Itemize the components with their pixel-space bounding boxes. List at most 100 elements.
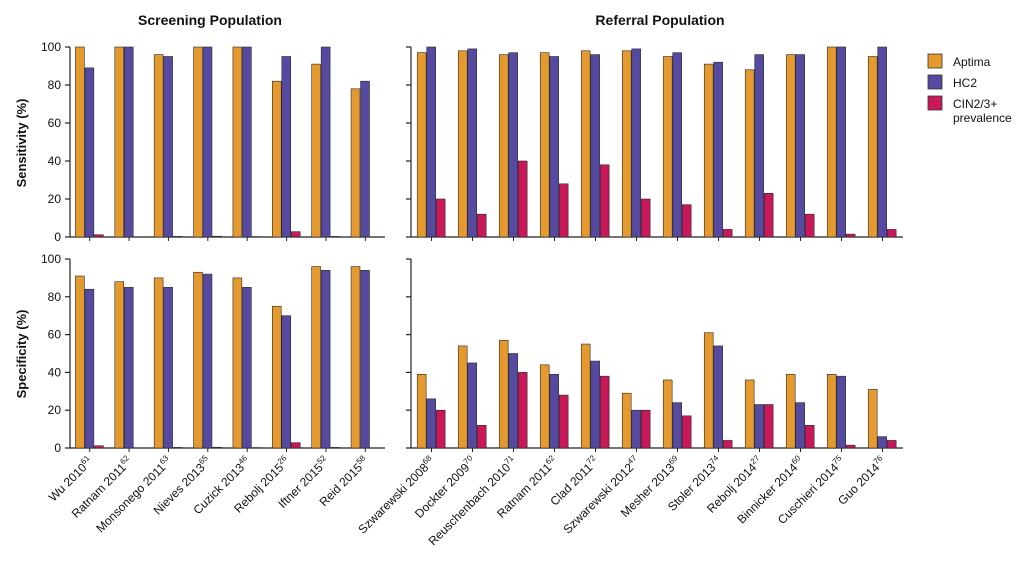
legend-swatch-aptima — [927, 53, 943, 69]
bar-aptima — [744, 69, 755, 238]
bar-cin — [681, 204, 692, 238]
bar-aptima — [272, 305, 282, 449]
bar-hc2 — [508, 52, 518, 238]
bar-cin — [722, 229, 733, 238]
bar-aptima — [350, 266, 361, 449]
bar-hc2 — [320, 46, 331, 238]
referral-title: Referral Population — [595, 12, 724, 28]
bar-aptima — [580, 343, 591, 449]
bar-aptima — [621, 392, 632, 449]
x-tick-label: Cuschieri 201475 — [774, 453, 848, 527]
bar-aptima — [457, 50, 468, 238]
y-tick-label: 80 — [48, 78, 62, 92]
bar-hc2 — [549, 56, 559, 238]
bar-cin — [804, 425, 815, 449]
y-tick-label: 60 — [48, 116, 62, 130]
bar-aptima — [867, 56, 878, 238]
bar-hc2 — [163, 287, 173, 449]
bar-hc2 — [590, 54, 600, 238]
bar-aptima — [75, 46, 85, 238]
screening-title: Screening Population — [138, 12, 282, 28]
x-tick-label: Szwarewski 201247 — [560, 453, 643, 536]
x-tick-label: Szwarewski 200868 — [355, 453, 438, 536]
bar-aptima — [621, 50, 632, 238]
bar-aptima — [580, 50, 591, 238]
bar-hc2 — [163, 56, 173, 238]
bar-cin — [94, 445, 104, 449]
y-tick-label: 60 — [48, 328, 62, 342]
bar-hc2 — [590, 360, 600, 449]
bar-aptima — [114, 281, 125, 449]
bar-cin — [435, 409, 446, 449]
bar-cin — [476, 213, 487, 238]
bar-hc2 — [124, 46, 134, 238]
bar-aptima — [539, 364, 550, 449]
bar-hc2 — [360, 270, 370, 449]
bar-cin — [558, 183, 569, 238]
bar-hc2 — [242, 287, 252, 449]
bar-hc2 — [202, 273, 213, 449]
bar-aptima — [703, 332, 714, 449]
legend-swatch-cin — [927, 95, 943, 111]
bar-aptima — [311, 63, 321, 238]
y-tick-label: 40 — [48, 365, 62, 379]
bar-aptima — [232, 277, 243, 449]
y-tick-label: 20 — [48, 403, 62, 417]
x-tick-label: Guo 201476 — [834, 453, 889, 508]
bar-cin — [845, 233, 856, 238]
bar-aptima — [867, 389, 878, 449]
bar-aptima — [193, 46, 203, 238]
bar-cin — [517, 372, 528, 449]
bar-hc2 — [754, 404, 764, 449]
bar-cin — [212, 446, 222, 449]
bar-hc2 — [202, 46, 213, 238]
bar-cin — [763, 193, 774, 238]
bar-aptima — [350, 88, 361, 238]
bar-aptima — [744, 379, 755, 449]
bar-cin — [681, 415, 692, 449]
bar-hc2 — [426, 46, 436, 238]
bar-hc2 — [631, 48, 641, 238]
bar-cin — [94, 234, 104, 238]
bar-cin — [886, 440, 897, 449]
y-tick-label: 100 — [41, 40, 61, 54]
bar-cin — [330, 236, 340, 238]
bar-aptima — [272, 80, 282, 238]
bar-cin — [722, 440, 733, 449]
bar-hc2 — [508, 353, 518, 449]
bar-hc2 — [713, 345, 723, 449]
bar-hc2 — [467, 48, 477, 238]
bar-hc2 — [795, 402, 805, 449]
bar-aptima — [539, 52, 550, 238]
bar-aptima — [457, 345, 468, 449]
legend-label-aptima: Aptima — [953, 55, 991, 69]
bar-aptima — [662, 379, 673, 449]
y-tick-label: 20 — [48, 192, 62, 206]
bar-aptima — [232, 46, 243, 238]
bar-aptima — [416, 373, 427, 449]
bar-hc2 — [281, 315, 292, 449]
sensitivity-y-label: Sensitivity (%) — [14, 99, 29, 188]
bar-cin — [763, 404, 774, 449]
bar-aptima — [703, 63, 714, 238]
bar-hc2 — [631, 409, 641, 449]
y-tick-label: 0 — [54, 441, 61, 455]
bar-cin — [476, 425, 487, 449]
specificity-y-label: Specificity (%) — [14, 310, 29, 399]
bar-hc2 — [281, 56, 292, 238]
bar-cin — [172, 447, 183, 449]
bar-cin — [640, 409, 651, 449]
y-tick-label: 100 — [41, 252, 61, 266]
bar-aptima — [785, 373, 796, 449]
bar-aptima — [498, 339, 509, 449]
bar-cin — [330, 447, 340, 449]
bar-hc2 — [713, 61, 723, 238]
bar-hc2 — [795, 54, 805, 238]
bar-cin — [291, 231, 301, 238]
bar-hc2 — [549, 373, 559, 449]
bar-hc2 — [877, 436, 887, 449]
bar-cin — [558, 394, 569, 449]
y-tick-label: 0 — [54, 230, 61, 244]
